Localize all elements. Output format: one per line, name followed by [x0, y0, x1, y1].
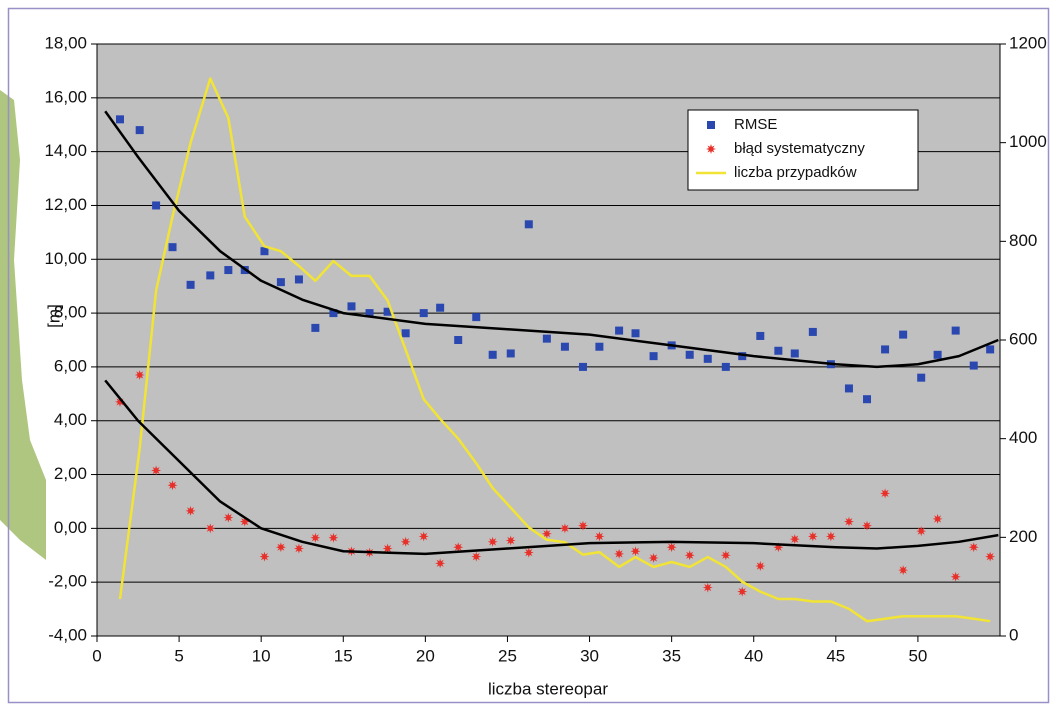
point: [863, 395, 871, 403]
point: [224, 266, 232, 274]
x-tick-label: 40: [744, 646, 763, 665]
point: [169, 243, 177, 251]
y2-tick-label: 800: [1009, 231, 1037, 250]
point: [187, 281, 195, 289]
legend: RMSE błąd systematyczny liczba przypadków: [688, 110, 918, 190]
y2-tick-label: 400: [1009, 428, 1037, 447]
y-tick-label: 14,00: [44, 141, 87, 160]
point: [436, 304, 444, 312]
point: [543, 335, 551, 343]
y-tick-label: 16,00: [44, 87, 87, 106]
point: [650, 352, 658, 360]
point: [402, 329, 410, 337]
point: [970, 362, 978, 370]
x-axis-label: liczba stereopar: [488, 679, 608, 698]
point: [756, 332, 764, 340]
point: [881, 345, 889, 353]
point: [525, 220, 533, 228]
point: [632, 329, 640, 337]
point: [561, 343, 569, 351]
point: [206, 271, 214, 279]
point: [917, 374, 925, 382]
x-tick-label: 10: [252, 646, 271, 665]
y-tick-label: 10,00: [44, 249, 87, 268]
legend-swatch: [707, 121, 715, 129]
x-tick-label: 15: [334, 646, 353, 665]
legend-label: błąd systematyczny: [734, 140, 865, 157]
point: [295, 275, 303, 283]
y-tick-label: 0,00: [54, 518, 87, 537]
legend-label: liczba przypadków: [734, 164, 857, 181]
x-tick-label: 30: [580, 646, 599, 665]
x-tick-label: 50: [908, 646, 927, 665]
y-tick-label: -2,00: [48, 572, 87, 591]
y-tick-label: 4,00: [54, 410, 87, 429]
point: [277, 278, 285, 286]
chart: [m] liczba stereopar -4,00-2,000,002,004…: [0, 0, 1059, 711]
x-tick-label: 20: [416, 646, 435, 665]
x-tick-label: 25: [498, 646, 517, 665]
y2-tick-label: 0: [1009, 625, 1018, 644]
legend-swatch: [706, 144, 716, 154]
point: [579, 363, 587, 371]
point: [507, 349, 515, 357]
point: [899, 331, 907, 339]
point: [952, 327, 960, 335]
point: [420, 309, 428, 317]
point: [722, 363, 730, 371]
point: [136, 126, 144, 134]
y-tick-label: -4,00: [48, 625, 87, 644]
y-tick-label: 8,00: [54, 303, 87, 322]
page: [m] liczba stereopar -4,00-2,000,002,004…: [0, 0, 1059, 711]
point: [774, 347, 782, 355]
point: [809, 328, 817, 336]
legend-label: RMSE: [734, 116, 777, 133]
y-tick-label: 18,00: [44, 33, 87, 52]
point: [151, 466, 161, 476]
x-tick-label: 45: [826, 646, 845, 665]
y2-tick-label: 600: [1009, 329, 1037, 348]
point: [934, 351, 942, 359]
point: [311, 324, 319, 332]
y-tick-label: 6,00: [54, 356, 87, 375]
point: [615, 327, 623, 335]
point: [347, 302, 355, 310]
point: [116, 115, 124, 123]
x-tick-label: 5: [174, 646, 183, 665]
y2-tick-label: 1200: [1009, 33, 1047, 52]
point: [704, 355, 712, 363]
point: [454, 336, 462, 344]
point: [152, 201, 160, 209]
y2-tick-label: 200: [1009, 527, 1037, 546]
y2-tick-label: 1000: [1009, 132, 1047, 151]
x-tick-label: 0: [92, 646, 101, 665]
y-tick-label: 12,00: [44, 195, 87, 214]
y-tick-label: 2,00: [54, 464, 87, 483]
x-tick-label: 35: [662, 646, 681, 665]
point: [472, 313, 480, 321]
point: [986, 345, 994, 353]
point: [489, 351, 497, 359]
point: [686, 351, 694, 359]
point: [595, 343, 603, 351]
point: [791, 349, 799, 357]
point: [845, 384, 853, 392]
